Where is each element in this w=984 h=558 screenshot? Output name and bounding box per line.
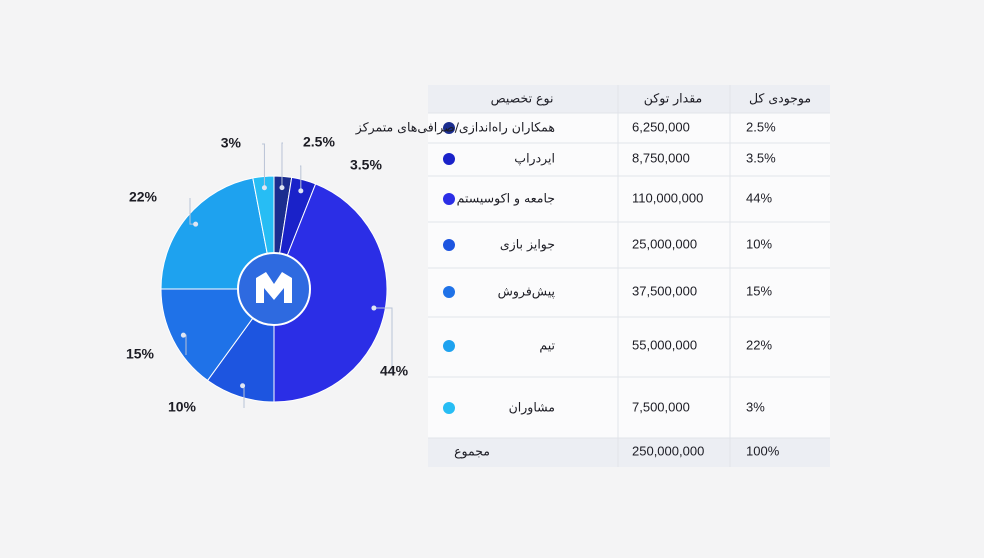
allocation-type: تیم [539,338,555,354]
share: 10% [746,236,772,251]
total-label: مجموع [454,444,490,460]
share: 3.5% [746,150,776,165]
column-header: موجودی کل [749,91,811,107]
legend-swatch [443,122,455,134]
token-amount: 55,000,000 [632,337,697,352]
token-amount: 8,750,000 [632,150,690,165]
table-total-bg [428,438,830,467]
table-bg [428,85,830,467]
leader-dot [298,188,304,194]
allocation-type: همکاران راه‌اندازی/صرافی‌های متمرکز [355,120,555,136]
table-header-bg [428,85,830,113]
share: 2.5% [746,119,776,134]
leader-dot [279,185,285,191]
slice-label: 15% [126,346,155,362]
leader-line [262,143,265,188]
allocation-type: جامعه و اکوسیستم [457,191,555,207]
slice-label: 2.5% [303,134,335,150]
legend-swatch [443,239,455,251]
token-amount: 37,500,000 [632,283,697,298]
total-share: 100% [746,443,780,458]
share: 44% [746,190,772,205]
legend-swatch [443,340,455,352]
leader-line [300,165,302,191]
allocation-type: مشاوران [509,400,555,416]
leader-line [373,307,393,372]
slice-label: 3% [221,135,242,151]
allocation-type: جوایز بازی [500,237,555,253]
column-header: نوع تخصیص [491,91,554,107]
leader-dot [193,221,199,227]
token-amount: 6,250,000 [632,119,690,134]
total-amount: 250,000,000 [632,443,704,458]
leader-dot [261,185,267,191]
column-header: مقدار توکن [644,91,702,107]
slice-label: 10% [168,399,197,415]
legend-swatch [443,193,455,205]
share: 3% [746,399,765,414]
allocation-type: ایردراپ [514,151,555,167]
leader-dot [371,305,377,311]
token-amount: 110,000,000 [632,190,703,205]
share: 22% [746,337,772,352]
pie-slice [160,177,275,290]
share: 15% [746,283,772,298]
legend-swatch [443,402,455,414]
slice-label: 44% [380,363,409,379]
legend-swatch [443,286,455,298]
legend-swatch [443,153,455,165]
slice-label: 3.5% [350,157,382,173]
logo [256,272,292,303]
slice-label: 22% [129,189,158,205]
pie-slice [273,183,388,403]
leader-line [281,142,283,188]
allocation-type: پیش‌فروش [498,284,556,300]
leader-dot [240,383,246,389]
token-amount: 25,000,000 [632,236,697,251]
token-amount: 7,500,000 [632,399,690,414]
leader-dot [180,332,186,338]
